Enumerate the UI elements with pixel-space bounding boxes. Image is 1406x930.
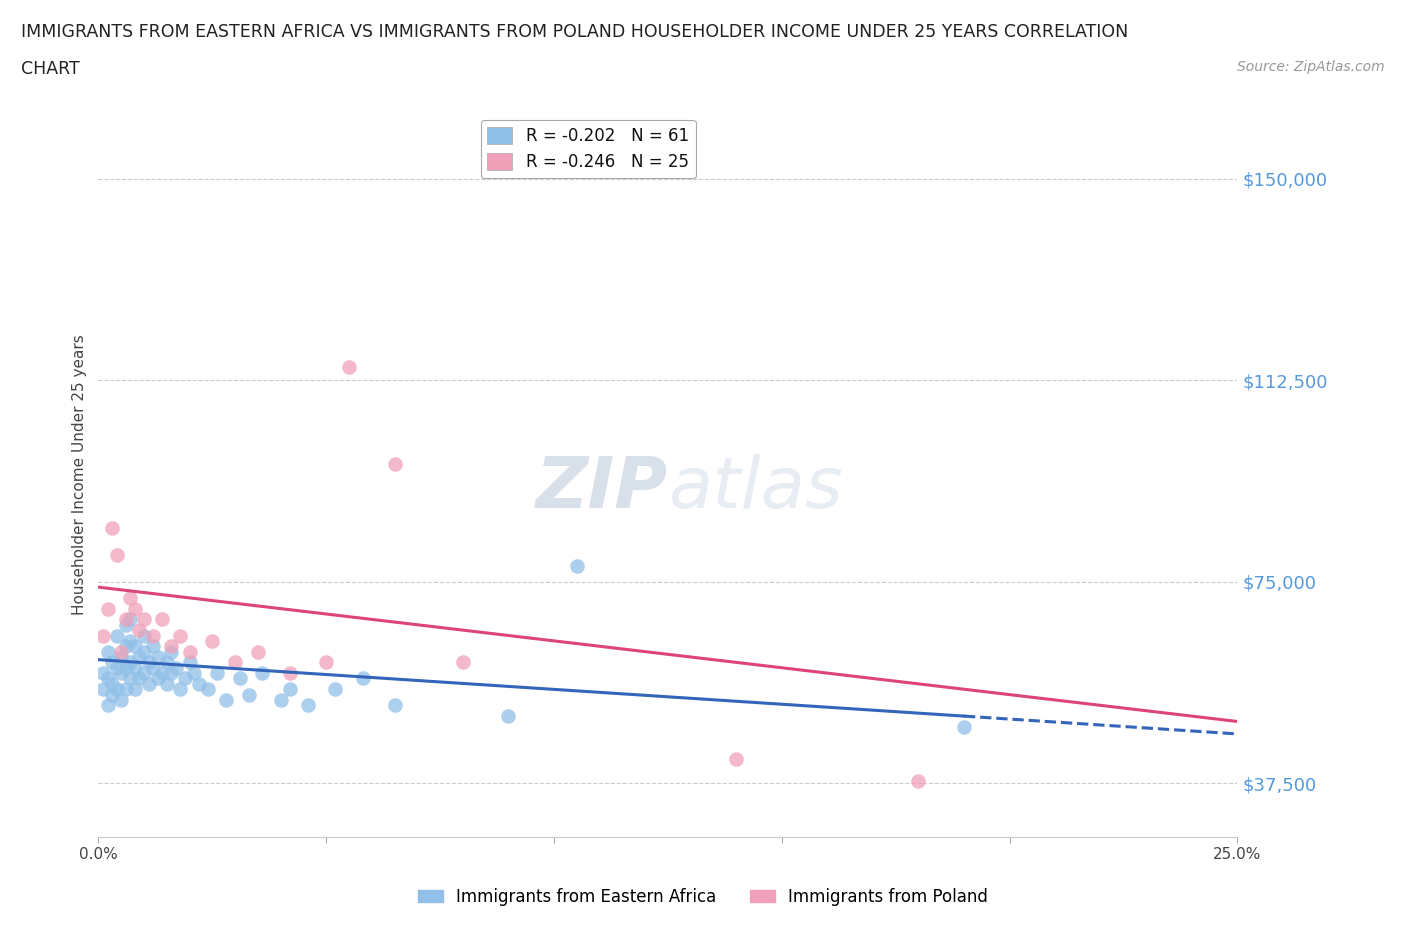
Point [953,720,976,735]
Point [565,558,588,573]
Point [96,698,118,712]
Point [110,649,132,664]
Point [228,671,250,686]
Point [110,644,132,659]
Point [246,644,269,659]
Point [150,612,173,627]
Point [146,649,169,664]
Point [384,456,406,471]
Point [132,628,155,643]
Point [179,644,201,659]
Point [142,639,165,654]
Point [252,666,274,681]
Point [101,655,124,670]
Point [91,682,114,697]
Point [120,671,142,686]
Point [169,682,191,697]
Point [101,687,124,702]
Point [160,644,183,659]
Text: atlas: atlas [668,455,842,524]
Legend: Immigrants from Eastern Africa, Immigrants from Poland: Immigrants from Eastern Africa, Immigran… [412,881,994,912]
Point [110,693,132,708]
Text: ZIP: ZIP [536,455,668,524]
Point [725,751,748,766]
Legend: R = -0.202   N = 61, R = -0.246   N = 25: R = -0.202 N = 61, R = -0.246 N = 25 [481,120,696,178]
Point [146,671,169,686]
Point [138,676,160,691]
Point [297,698,319,712]
Point [114,612,136,627]
Point [124,639,146,654]
Point [215,693,238,708]
Point [105,548,128,563]
Point [96,644,118,659]
Point [101,521,124,536]
Point [150,666,173,681]
Point [165,660,187,675]
Point [128,671,150,686]
Point [120,612,142,627]
Text: IMMIGRANTS FROM EASTERN AFRICA VS IMMIGRANTS FROM POLAND HOUSEHOLDER INCOME UNDE: IMMIGRANTS FROM EASTERN AFRICA VS IMMIGR… [21,23,1129,41]
Point [169,628,191,643]
Point [323,682,346,697]
Point [128,623,150,638]
Point [205,666,228,681]
Y-axis label: Householder Income Under 25 years: Householder Income Under 25 years [72,334,87,615]
Point [120,633,142,648]
Point [91,666,114,681]
Point [138,655,160,670]
Point [120,591,142,605]
Point [156,655,179,670]
Point [124,660,146,675]
Point [187,676,209,691]
Point [179,655,201,670]
Point [451,655,474,670]
Point [120,655,142,670]
Point [124,682,146,697]
Point [96,671,118,686]
Point [156,676,179,691]
Point [128,649,150,664]
Point [201,633,224,648]
Point [174,671,197,686]
Point [114,639,136,654]
Point [384,698,406,712]
Point [238,687,260,702]
Point [114,618,136,632]
Point [498,709,520,724]
Point [337,359,360,374]
Point [91,628,114,643]
Point [110,666,132,681]
Point [160,639,183,654]
Point [96,601,118,616]
Point [197,682,219,697]
Point [142,628,165,643]
Point [183,666,205,681]
Text: CHART: CHART [21,60,80,78]
Point [114,682,136,697]
Point [224,655,246,670]
Point [132,612,155,627]
Point [352,671,374,686]
Point [160,666,183,681]
Point [315,655,337,670]
Point [132,644,155,659]
Point [105,628,128,643]
Point [132,666,155,681]
Point [114,660,136,675]
Point [105,660,128,675]
Point [101,676,124,691]
Point [105,682,128,697]
Point [270,693,292,708]
Point [278,666,301,681]
Point [142,660,165,675]
Text: Source: ZipAtlas.com: Source: ZipAtlas.com [1237,60,1385,74]
Point [278,682,301,697]
Point [907,773,929,788]
Point [124,601,146,616]
